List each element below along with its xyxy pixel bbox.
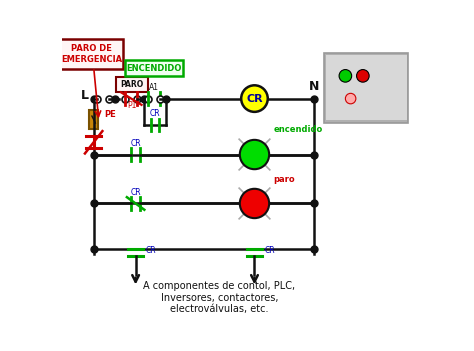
FancyBboxPatch shape xyxy=(125,60,183,76)
Text: P1: P1 xyxy=(127,101,137,110)
Text: N: N xyxy=(309,80,319,93)
Text: CR: CR xyxy=(146,246,157,255)
FancyBboxPatch shape xyxy=(326,54,407,120)
Text: A1: A1 xyxy=(149,83,159,92)
Circle shape xyxy=(346,93,356,104)
Circle shape xyxy=(339,69,352,82)
Text: PARO DE
EMERGENCIA: PARO DE EMERGENCIA xyxy=(61,45,122,64)
Text: L: L xyxy=(81,88,89,101)
FancyBboxPatch shape xyxy=(89,110,98,129)
FancyBboxPatch shape xyxy=(61,39,123,69)
Circle shape xyxy=(240,140,269,169)
FancyBboxPatch shape xyxy=(116,77,148,92)
Circle shape xyxy=(356,69,369,82)
Text: encendido: encendido xyxy=(273,125,323,133)
Text: CR: CR xyxy=(265,246,275,255)
Text: CR: CR xyxy=(246,94,263,104)
Text: CR: CR xyxy=(150,109,160,118)
Text: PE: PE xyxy=(104,110,116,119)
Text: ENCENDIDO: ENCENDIDO xyxy=(126,64,182,73)
Text: paro: paro xyxy=(273,175,295,184)
Text: CR: CR xyxy=(130,139,141,148)
Circle shape xyxy=(241,85,268,112)
Text: CR: CR xyxy=(130,188,141,197)
Text: PARO: PARO xyxy=(120,80,144,89)
Text: A componentes de contol, PLC,
Inversores, contactores,
electroválvulas, etc.: A componentes de contol, PLC, Inversores… xyxy=(144,281,296,314)
FancyBboxPatch shape xyxy=(324,53,408,123)
Circle shape xyxy=(240,189,269,218)
